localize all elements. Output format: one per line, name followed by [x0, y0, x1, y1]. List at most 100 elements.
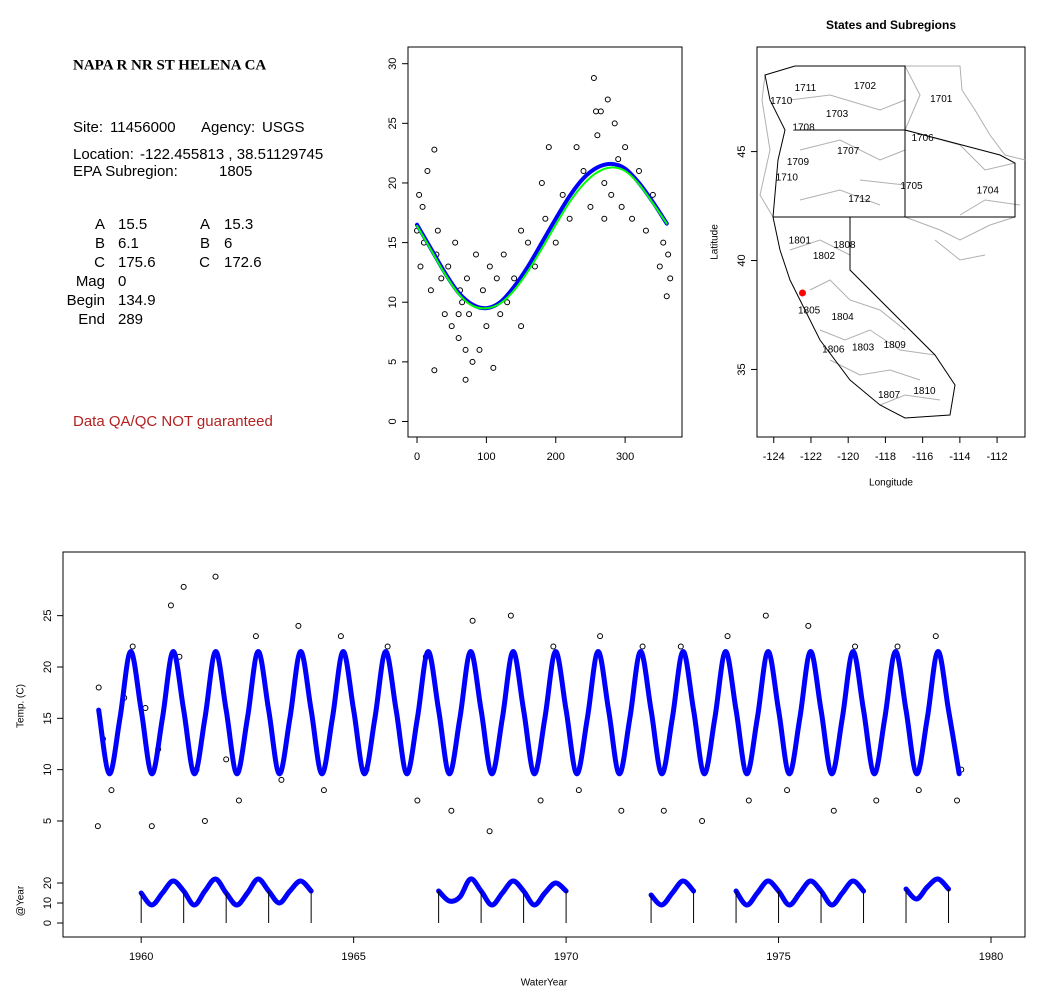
data-point — [148, 823, 155, 830]
data-point — [466, 311, 473, 318]
data-point — [663, 293, 670, 300]
y-tick-label: 25 — [42, 610, 54, 622]
data-point — [434, 227, 441, 234]
data-point — [587, 203, 594, 210]
data-point — [235, 797, 242, 804]
x-tick-label: -114 — [949, 451, 970, 463]
data-point — [441, 311, 448, 318]
y-tick-label: 30 — [387, 58, 399, 70]
x-tick-label: -120 — [837, 451, 859, 463]
data-point — [830, 807, 837, 814]
x-tick-label: 200 — [547, 451, 565, 463]
x-tick-label: 1980 — [979, 951, 1003, 963]
y-tick-label: 0 — [42, 920, 54, 926]
data-point — [915, 787, 922, 794]
y-tick-label: 10 — [42, 764, 54, 776]
param-value: 172.6 — [224, 254, 262, 271]
data-point — [518, 227, 525, 234]
region-label: 1701 — [930, 94, 953, 105]
x-tick-label: -124 — [763, 451, 785, 463]
data-point — [469, 617, 476, 624]
y-tick-label: 10 — [387, 296, 399, 308]
data-point — [635, 168, 642, 175]
data-point — [180, 583, 187, 590]
region-label: 1809 — [884, 340, 907, 351]
data-point — [320, 787, 327, 794]
data-point — [448, 323, 455, 330]
param-label: B — [200, 235, 210, 252]
param-value: 134.9 — [118, 292, 156, 309]
data-point — [724, 633, 731, 640]
data-point — [497, 311, 504, 318]
data-point — [932, 633, 939, 640]
data-point — [575, 787, 582, 794]
y-tick-label: 15 — [387, 236, 399, 248]
location-label: Location: — [73, 146, 134, 163]
data-point — [573, 144, 580, 151]
subregion: 1805 — [219, 163, 252, 180]
data-point — [538, 179, 545, 186]
data-point — [424, 168, 431, 175]
x-axis-label: WaterYear — [521, 978, 568, 989]
data-point — [629, 215, 636, 222]
data-point — [649, 191, 656, 198]
site-point — [798, 289, 806, 297]
data-point — [500, 251, 507, 258]
fit-line — [96, 649, 962, 777]
fit-line — [416, 166, 668, 310]
x-axis-label: Longitude — [869, 478, 913, 489]
data-point — [384, 643, 391, 650]
site-id: 11456000 — [110, 119, 176, 136]
data-point — [665, 251, 672, 258]
data-point — [459, 299, 466, 306]
param-label: A — [200, 216, 210, 233]
region-label: 1704 — [977, 185, 1000, 196]
x-tick-label: -118 — [875, 451, 896, 463]
data-point — [677, 643, 684, 650]
data-point — [212, 573, 219, 580]
data-point — [611, 120, 618, 127]
data-point — [469, 358, 476, 365]
data-point — [462, 376, 469, 383]
param-label: C — [199, 254, 210, 271]
region-label: 1709 — [787, 157, 810, 168]
region-label: 1801 — [789, 236, 812, 247]
data-point — [463, 275, 470, 282]
y-tick-label: 5 — [42, 818, 54, 824]
region-label: 1702 — [854, 81, 877, 92]
region-label: 1708 — [792, 122, 815, 133]
data-point — [805, 622, 812, 629]
data-point — [639, 643, 646, 650]
data-point — [472, 251, 479, 258]
y-tick-label: 5 — [387, 359, 399, 365]
data-point — [252, 633, 259, 640]
data-point — [745, 797, 752, 804]
data-point — [667, 275, 674, 282]
region-label: 1711 — [795, 83, 817, 94]
data-point — [295, 622, 302, 629]
data-point — [545, 144, 552, 151]
x-tick-label: 100 — [477, 451, 495, 463]
y-tick-label: 45 — [736, 145, 748, 157]
data-point — [608, 191, 615, 198]
region-label: 1803 — [852, 342, 875, 353]
plot-frame — [407, 46, 683, 438]
data-point — [476, 346, 483, 353]
x-tick-label: 1975 — [766, 951, 790, 963]
data-point — [94, 823, 101, 830]
data-point — [559, 191, 566, 198]
data-point — [618, 807, 625, 814]
y-tick-label: 15 — [42, 712, 54, 724]
param-label: A — [95, 216, 105, 233]
data-point — [660, 807, 667, 814]
data-point — [601, 215, 608, 222]
data-point — [486, 263, 493, 270]
region-label: 1710 — [770, 96, 793, 107]
region-label: 1802 — [813, 251, 836, 262]
param-label: B — [95, 235, 105, 252]
data-point — [223, 756, 230, 763]
x-tick-label: 0 — [414, 451, 420, 463]
data-point — [507, 612, 514, 619]
y-axis-label: @Year — [16, 885, 27, 916]
